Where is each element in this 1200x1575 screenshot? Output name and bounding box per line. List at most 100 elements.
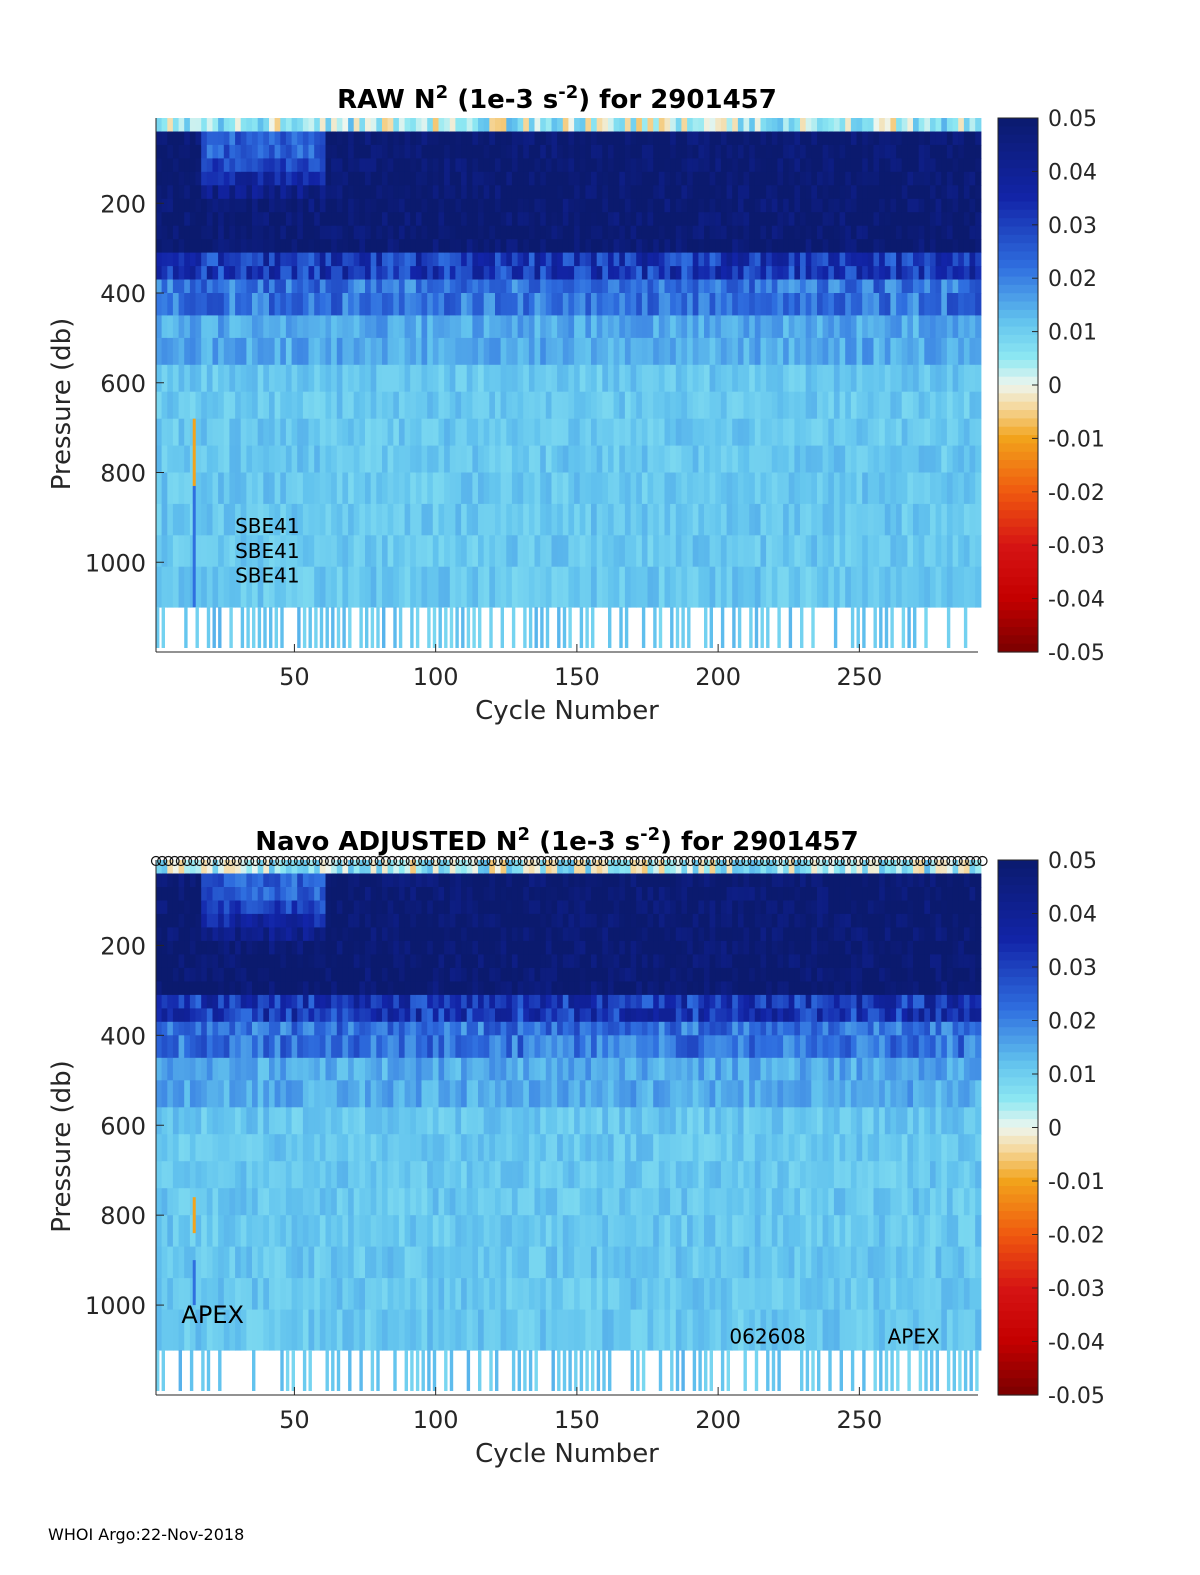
cycle-marker — [206, 855, 217, 867]
colorbar: 0.05 0.04 0.03 0.02 0.01 0 -0.01 -0.02 -0.03 -0.0… — [997, 849, 1105, 1409]
colorbar-segment — [998, 618, 1038, 628]
colorbar-segment — [998, 1085, 1038, 1095]
colorbar-segment — [998, 1369, 1038, 1379]
colorbar-segment — [998, 1077, 1038, 1087]
colorbar-segment — [998, 1294, 1038, 1304]
colorbar-segment — [998, 476, 1038, 486]
x-tick-label: 200 — [695, 663, 741, 691]
cycle-marker — [213, 855, 224, 867]
colorbar-segment — [998, 543, 1038, 553]
colorbar-segment — [998, 568, 1038, 578]
cycle-marker — [244, 855, 255, 867]
colorbar-segment — [998, 134, 1038, 144]
colorbar-segment — [998, 218, 1038, 228]
colorbar-segment — [998, 1002, 1038, 1012]
cycle-marker — [306, 855, 317, 867]
cycle-marker — [573, 855, 584, 867]
colorbar-segment — [998, 860, 1038, 869]
colorbar-segment — [998, 351, 1038, 361]
colorbar: 0.05 0.04 0.03 0.02 0.01 0 -0.01 -0.02 -0.03 -0.0… — [997, 107, 1105, 666]
cycle-marker — [592, 855, 603, 867]
cycle-marker — [443, 855, 454, 867]
colorbar-segment — [998, 593, 1038, 603]
cycle-marker — [169, 855, 180, 867]
colorbar-tick-label: 0.05 — [1048, 849, 1097, 874]
cycle-marker — [324, 855, 336, 867]
colorbar-segment — [998, 1127, 1038, 1137]
colorbar-segment — [998, 985, 1038, 995]
colorbar-segment — [998, 876, 1038, 886]
colorbar-segment — [998, 168, 1038, 177]
heatmap-cells — [156, 860, 982, 1391]
colorbar-tick-label: -0.01 — [1048, 427, 1105, 452]
colorbar-segment — [998, 1344, 1038, 1354]
colorbar-tick-label: -0.03 — [1048, 534, 1105, 559]
colorbar-tick-label: -0.02 — [1048, 481, 1105, 506]
cycle-marker — [859, 855, 870, 867]
cycle-marker — [182, 855, 193, 867]
colorbar-segment — [998, 893, 1038, 903]
annotation-label: SBE41 — [235, 563, 300, 587]
cycle-marker — [219, 855, 230, 867]
colorbar-segment — [998, 1311, 1038, 1321]
cycle-marker — [250, 855, 261, 867]
colorbar-segment — [998, 1269, 1038, 1279]
cycle-marker — [958, 855, 970, 867]
cycle-marker — [256, 855, 267, 867]
colorbar-segment — [998, 1361, 1038, 1371]
colorbar-segment — [998, 576, 1038, 586]
colorbar-segment — [998, 451, 1038, 461]
cycle-marker — [629, 855, 640, 867]
colorbar-segment — [998, 643, 1038, 653]
colorbar-segment — [998, 926, 1038, 936]
cycle-marker — [716, 855, 727, 867]
colorbar-segment — [998, 143, 1038, 152]
cycle-marker — [710, 855, 721, 867]
colorbar-segment — [998, 526, 1038, 536]
colorbar-tick-label: -0.04 — [1048, 588, 1105, 613]
y-tick-label: 600 — [100, 1112, 146, 1140]
colorbar-segment — [998, 610, 1038, 620]
colorbar-segment — [998, 1252, 1038, 1262]
cycle-marker — [461, 855, 472, 867]
colorbar-segment — [998, 1328, 1038, 1338]
colorbar-segment — [998, 1169, 1038, 1179]
colorbar-segment — [998, 1319, 1038, 1329]
cycle-marker — [728, 855, 740, 867]
cycle-marker — [809, 855, 820, 867]
colorbar-segment — [998, 960, 1038, 970]
colorbar-tick-label: 0.04 — [1048, 903, 1097, 928]
cycle-marker — [803, 855, 814, 867]
cycle-marker — [703, 855, 715, 867]
colorbar-segment — [998, 1027, 1038, 1037]
cycle-marker — [654, 855, 665, 867]
colorbar-segment — [998, 309, 1038, 319]
colorbar-segment — [998, 443, 1038, 453]
cycle-marker — [772, 855, 783, 867]
heatmap-cells — [156, 118, 982, 648]
cycle-marker — [511, 855, 522, 867]
y-tick-label: 200 — [100, 932, 146, 960]
colorbar-segment — [998, 1261, 1038, 1271]
colorbar-segment — [998, 1277, 1038, 1287]
colorbar-segment — [998, 518, 1038, 528]
colorbar-segment — [998, 318, 1038, 328]
colorbar-segment — [998, 1043, 1038, 1053]
raw-n2-panel: RAW N2 (1e-3 s-2) for 2901457 50 100 150 200… — [47, 82, 1105, 727]
colorbar-segment — [998, 118, 1038, 127]
cycle-marker — [747, 855, 758, 867]
cycle-marker — [896, 855, 907, 867]
y-tick-label: 200 — [100, 190, 146, 218]
cycle-marker — [921, 855, 932, 867]
colorbar-tick-label: -0.04 — [1048, 1331, 1105, 1356]
colorbar-segment — [998, 393, 1038, 403]
colorbar-segment — [998, 176, 1038, 186]
cycle-marker — [331, 855, 342, 867]
cycle-marker — [722, 855, 733, 867]
cycle-marker — [380, 855, 391, 867]
y-tick-label: 800 — [100, 460, 146, 488]
cycle-marker — [517, 855, 528, 867]
cycle-marker — [480, 855, 491, 867]
cycle-marker — [766, 855, 777, 867]
